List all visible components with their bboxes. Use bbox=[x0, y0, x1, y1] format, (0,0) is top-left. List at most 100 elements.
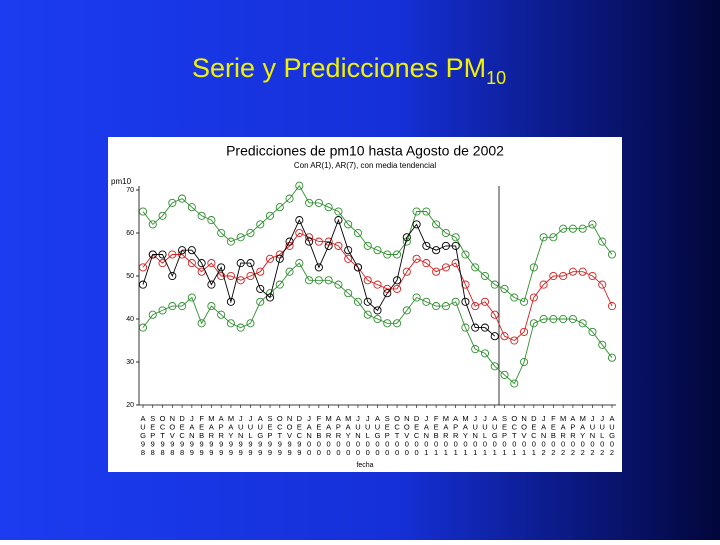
x-tick-label: MAY01 bbox=[461, 414, 470, 457]
x-tick-label: APR99 bbox=[217, 414, 226, 457]
y-axis-label: pm10 bbox=[111, 177, 132, 186]
point-marker bbox=[344, 246, 353, 255]
point-marker bbox=[187, 293, 196, 302]
x-tick-label: SEP98 bbox=[148, 414, 157, 457]
point-marker bbox=[138, 323, 148, 332]
point-marker bbox=[432, 267, 441, 276]
chart-subtitle: Con AR(1), AR(7), con media tendencial bbox=[294, 161, 437, 170]
point-marker bbox=[441, 241, 450, 250]
point-marker bbox=[207, 216, 216, 225]
point-marker bbox=[607, 250, 617, 259]
point-marker bbox=[265, 211, 275, 220]
point-marker bbox=[471, 345, 480, 354]
point-marker bbox=[324, 241, 333, 250]
point-marker bbox=[451, 233, 460, 242]
point-marker bbox=[432, 246, 441, 255]
x-tick-label: JAN00 bbox=[305, 414, 314, 457]
x-tick-label: SEP01 bbox=[500, 414, 509, 457]
point-marker bbox=[236, 323, 245, 332]
point-marker bbox=[490, 332, 499, 341]
x-tick-label: FEB99 bbox=[197, 414, 206, 457]
x-tick-label: MAR00 bbox=[324, 414, 333, 457]
point-marker bbox=[158, 250, 167, 259]
point-marker bbox=[422, 259, 431, 268]
point-marker bbox=[471, 323, 480, 332]
point-marker bbox=[471, 302, 480, 311]
point-marker bbox=[500, 284, 509, 293]
point-marker bbox=[168, 250, 177, 259]
point-marker bbox=[275, 254, 284, 263]
x-tick-label: FEB02 bbox=[549, 414, 558, 457]
y-tick-label: 30 bbox=[126, 359, 134, 366]
point-marker bbox=[197, 319, 206, 328]
point-marker bbox=[168, 302, 177, 311]
point-marker bbox=[529, 263, 538, 272]
point-marker bbox=[246, 271, 255, 281]
point-marker bbox=[490, 280, 499, 289]
point-marker bbox=[363, 297, 372, 306]
x-tick-label: NOV01 bbox=[520, 414, 529, 457]
point-marker bbox=[432, 220, 441, 229]
x-tick-label: JUN01 bbox=[471, 414, 480, 457]
point-marker bbox=[539, 233, 548, 242]
point-marker bbox=[559, 271, 568, 281]
point-marker bbox=[520, 297, 529, 306]
point-marker bbox=[422, 297, 431, 306]
point-marker bbox=[305, 276, 314, 285]
point-marker bbox=[353, 228, 363, 238]
x-tick-label: JUN00 bbox=[353, 414, 362, 457]
point-marker bbox=[295, 228, 304, 238]
series-line bbox=[142, 232, 613, 342]
point-marker bbox=[148, 220, 157, 229]
x-tick-label: MAR01 bbox=[441, 414, 450, 457]
point-marker bbox=[549, 271, 558, 281]
point-marker bbox=[510, 293, 519, 302]
point-marker bbox=[178, 302, 187, 311]
y-tick-label: 20 bbox=[126, 402, 134, 409]
point-marker bbox=[168, 271, 177, 281]
x-tick-label: AUG00 bbox=[373, 414, 382, 457]
x-tick-label: NOV98 bbox=[168, 414, 177, 457]
point-marker bbox=[490, 362, 499, 371]
point-marker bbox=[197, 259, 206, 268]
point-marker bbox=[285, 194, 294, 203]
point-marker bbox=[559, 314, 568, 324]
x-tick-label: APR01 bbox=[451, 414, 460, 457]
slide-title-subscript: 10 bbox=[486, 68, 506, 88]
x-tick-label: OCT01 bbox=[510, 414, 519, 457]
x-tick-label: DEC01 bbox=[529, 414, 538, 457]
point-marker bbox=[363, 241, 372, 250]
point-marker bbox=[285, 267, 294, 276]
point-marker bbox=[295, 216, 304, 225]
point-marker bbox=[324, 276, 333, 285]
point-marker bbox=[334, 216, 343, 225]
x-tick-label: APR02 bbox=[568, 414, 577, 457]
x-tick-label: FEB01 bbox=[432, 414, 441, 457]
slide-title-main: Serie y Predicciones PM bbox=[192, 53, 486, 83]
point-marker bbox=[451, 297, 460, 306]
point-marker bbox=[178, 194, 187, 203]
point-marker bbox=[392, 250, 402, 259]
point-marker bbox=[412, 220, 421, 229]
point-marker bbox=[226, 319, 235, 328]
series-line bbox=[142, 184, 613, 303]
x-axis-label: fecha bbox=[356, 462, 373, 469]
point-marker bbox=[402, 306, 411, 315]
x-tick-label: DEC99 bbox=[295, 414, 304, 457]
point-marker bbox=[402, 233, 411, 242]
point-marker bbox=[520, 327, 529, 336]
point-marker bbox=[539, 314, 548, 324]
point-marker bbox=[285, 237, 294, 246]
point-marker bbox=[344, 254, 353, 263]
point-marker bbox=[598, 340, 607, 349]
point-marker bbox=[275, 203, 284, 212]
point-marker bbox=[588, 327, 597, 336]
point-marker bbox=[480, 297, 490, 306]
x-tick-label: OCT98 bbox=[158, 414, 167, 457]
x-tick-label: APR00 bbox=[334, 414, 343, 457]
point-marker bbox=[265, 293, 275, 302]
point-marker bbox=[480, 349, 490, 358]
point-marker bbox=[314, 198, 323, 207]
